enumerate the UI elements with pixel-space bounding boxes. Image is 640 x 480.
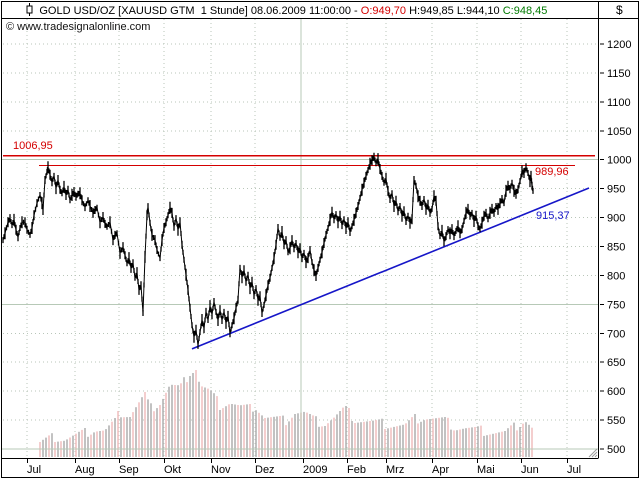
month-label: Dez: [255, 464, 275, 476]
resistance-lower-label[interactable]: 989,96: [535, 166, 569, 178]
resistance-upper-label[interactable]: 1006,95: [13, 140, 53, 152]
month-label: Aug: [75, 464, 95, 476]
trendline[interactable]: [191, 187, 590, 350]
price-tick-label: 800: [607, 270, 625, 282]
symbol-title: GOLD USD/OZ [XAUUSD GTM 1 Stunde]: [39, 4, 248, 17]
month-label: 2009: [303, 464, 327, 476]
trendline-value-label[interactable]: 915,37: [536, 210, 570, 222]
open-value: O:949,70: [360, 4, 407, 17]
price-tick-label: 550: [607, 415, 625, 427]
price-series-line: [2, 155, 534, 345]
month-label: Mai: [477, 464, 495, 476]
low-value: L:944,10: [456, 4, 500, 17]
month-label: Sep: [119, 464, 139, 476]
price-tick-label: 1050: [607, 126, 631, 138]
dash-separator: -: [350, 4, 361, 17]
candlestick-chart-icon: [6, 0, 35, 32]
price-tick-label: 600: [607, 386, 625, 398]
pane-resize-handle[interactable]: [594, 454, 598, 458]
pane-resize-handle[interactable]: [591, 451, 598, 458]
price-tick-label: 850: [607, 241, 625, 253]
pane-resize-handle[interactable]: [588, 448, 598, 458]
price-tick-label: 1200: [607, 39, 631, 51]
price-tick-label: 1100: [607, 97, 631, 109]
price-tick-label: 500: [607, 444, 625, 456]
header-bar: GOLD USD/OZ [XAUUSD GTM 1 Stunde] 08.06.…: [6, 2, 548, 17]
month-label: Okt: [164, 464, 181, 476]
bar-datetime: 08.06.2009 11:00:00: [250, 4, 351, 17]
price-tick-label: 950: [607, 184, 625, 196]
high-value: H:949,85: [409, 4, 454, 17]
price-tick-label: 750: [607, 299, 625, 311]
currency-label: $: [616, 3, 623, 17]
price-tick-label: 650: [607, 357, 625, 369]
month-label: Feb: [347, 464, 366, 476]
volume-pane: [39, 370, 533, 457]
price-tick-label: 1150: [607, 68, 631, 80]
month-label: Mrz: [386, 464, 404, 476]
month-label: Nov: [211, 464, 231, 476]
price-series-candles: [2, 152, 534, 349]
month-label: Apr: [432, 464, 449, 476]
price-tick-label: 700: [607, 328, 625, 340]
month-label: Jul: [567, 464, 581, 476]
price-tick-label: 1000: [607, 155, 631, 167]
close-value: C:948,45: [502, 4, 548, 17]
price-tick-label: 900: [607, 213, 625, 225]
month-label: Jun: [521, 464, 539, 476]
copyright-watermark: © www.tradesignalonline.com: [6, 21, 151, 33]
month-label: Jul: [27, 464, 41, 476]
